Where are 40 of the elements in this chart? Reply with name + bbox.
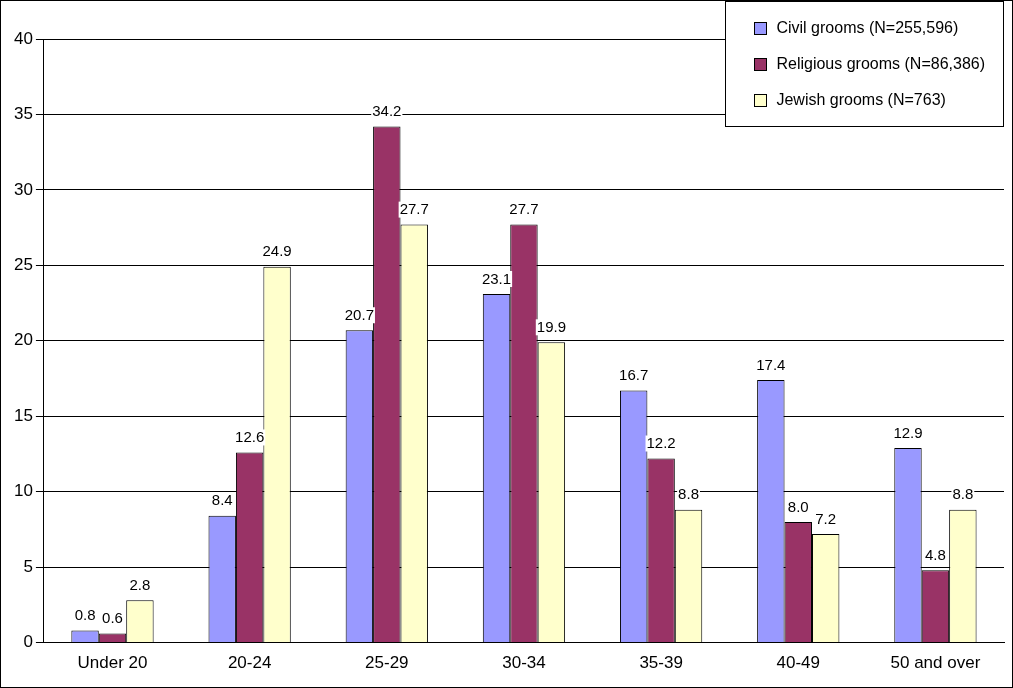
y-tick-label: 0 <box>23 632 33 652</box>
x-tick-label: 25-29 <box>365 653 409 673</box>
data-label: 34.2 <box>372 102 402 120</box>
y-tick-label: 5 <box>23 556 33 576</box>
y-tick-label: 25 <box>13 255 33 275</box>
y-tick-label: 30 <box>13 179 33 199</box>
y-tick-label: 15 <box>13 405 33 425</box>
data-label: 8.4 <box>211 491 233 509</box>
data-label: 19.9 <box>536 317 566 335</box>
x-tick-label: 30-34 <box>502 653 546 673</box>
y-tick-label: 10 <box>13 481 33 501</box>
y-tick-label: 40 <box>13 28 33 48</box>
x-tick-label: 40-49 <box>776 653 821 673</box>
legend-label: Jewish grooms (N=763) <box>776 91 946 109</box>
data-label: 17.4 <box>756 355 786 373</box>
data-label: 12.2 <box>646 434 676 452</box>
data-label: 20.7 <box>344 305 374 323</box>
data-label: 0.6 <box>102 609 123 627</box>
x-tick-label: 50 and over <box>890 653 981 673</box>
data-label: 16.7 <box>619 366 649 384</box>
data-label: 24.9 <box>262 242 292 260</box>
x-tick-label: 20-24 <box>227 653 272 673</box>
data-label: 8.0 <box>787 497 809 515</box>
data-label: 8.8 <box>952 485 974 503</box>
x-tick-label: Under 20 <box>77 653 148 673</box>
data-label: 27.7 <box>399 200 429 218</box>
data-label: 27.7 <box>509 200 539 218</box>
y-tick-label: 20 <box>13 330 33 350</box>
y-tick-label: 35 <box>13 104 33 124</box>
legend-label: Civil grooms (N=255,596) <box>776 19 959 37</box>
data-label: 0.8 <box>74 606 96 624</box>
x-tick-label: 35-39 <box>639 653 683 673</box>
data-label: 2.8 <box>129 575 151 593</box>
data-label: 8.8 <box>678 485 699 503</box>
data-label: 7.2 <box>815 509 837 527</box>
data-label: 23.1 <box>481 269 512 287</box>
data-label: 4.8 <box>924 545 946 563</box>
data-label: 12.6 <box>235 428 265 446</box>
data-label: 12.9 <box>893 423 923 441</box>
legend-label: Religious grooms (N=86,386) <box>776 55 985 73</box>
